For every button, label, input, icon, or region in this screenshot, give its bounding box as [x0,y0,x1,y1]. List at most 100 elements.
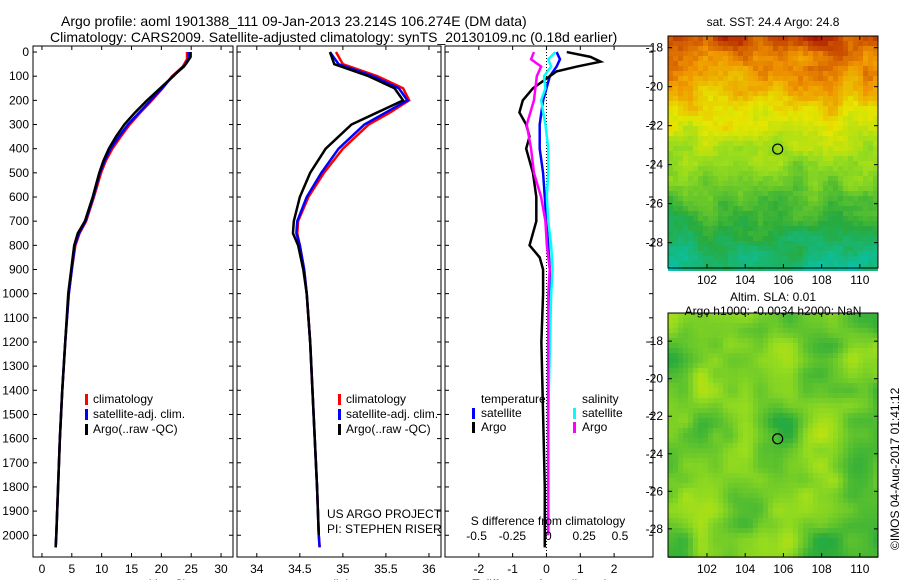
map-cell [688,313,693,318]
map-cell [813,76,818,81]
map-cell [858,156,863,161]
map-cell [778,201,783,206]
map-cell [818,433,823,438]
map-cell [693,513,698,518]
legend-swatch [472,422,475,433]
map-cell [783,141,788,146]
map-cell [698,378,703,383]
map-cell [748,518,753,523]
map-cell [678,81,683,86]
map-cell [838,136,843,141]
map-cell [673,86,678,91]
map-frame [667,312,879,558]
map-cell [828,86,833,91]
map-cell [718,483,723,488]
map-cell [813,41,818,46]
map-cell [793,368,798,373]
series-s-argo [525,51,551,536]
map-cell [798,448,803,453]
map-cell [743,348,748,353]
map-cell [748,61,753,66]
map-cell [853,96,858,101]
map-cell [798,136,803,141]
map-cell [798,503,803,508]
map-cell [803,261,808,266]
map-cell [778,206,783,211]
map-cell [718,106,723,111]
map-cell [738,423,743,428]
map-cell [848,438,853,443]
map-cell [768,56,773,61]
map-cell [718,543,723,548]
map-cell [748,226,753,231]
map-cell [728,523,733,528]
map-cell [713,368,718,373]
map-cell [793,383,798,388]
map-cell [813,428,818,433]
map-cell [733,156,738,161]
map-cell [703,358,708,363]
map-cell [708,166,713,171]
map-cell [748,533,753,538]
map-cell [703,468,708,473]
map-cell [758,403,763,408]
x-axis-label: temperature (deg C) [79,577,187,580]
map-cell [678,323,683,328]
map-cell [693,508,698,513]
map-cell [848,368,853,373]
map-cell [728,553,733,558]
map-cell [798,408,803,413]
map-cell [723,398,728,403]
map-cell [723,343,728,348]
map-cell [798,343,803,348]
map-cell [798,473,803,478]
map-cell [868,141,873,146]
map-cell [833,378,838,383]
map-cell [853,116,858,121]
map-cell [743,548,748,553]
map-cell [683,373,688,378]
map-cell [863,236,868,241]
map-cell [688,61,693,66]
map-cell [778,513,783,518]
map-cell [813,483,818,488]
map-cell [743,46,748,51]
map-cell [778,458,783,463]
map-cell [818,368,823,373]
map-cell [748,196,753,201]
map-cell [668,443,673,448]
map-cell [708,96,713,101]
map-cell [698,428,703,433]
map-cell [668,36,673,41]
map-cell [833,468,838,473]
map-cell [783,383,788,388]
map-cell [863,106,868,111]
map-cell [868,156,873,161]
map-cell [833,51,838,56]
map-cell [718,388,723,393]
map-cell [813,111,818,116]
map-cell [808,216,813,221]
map-cell [728,498,733,503]
map-cell [678,353,683,358]
map-cell [848,318,853,323]
map-cell [773,216,778,221]
map-cell [683,418,688,423]
map-cell [818,116,823,121]
map-cell [803,323,808,328]
map-cell [778,508,783,513]
map-cell [683,323,688,328]
map-cell [808,553,813,558]
map-cell [768,318,773,323]
map-cell [723,186,728,191]
map-cell [708,81,713,86]
map-cell [868,216,873,221]
map-cell [773,71,778,76]
map-cell [728,121,733,126]
map-cell [828,126,833,131]
map-cell [708,458,713,463]
map-cell [773,106,778,111]
map-cell [688,338,693,343]
map-cell [863,338,868,343]
map-cell [833,176,838,181]
